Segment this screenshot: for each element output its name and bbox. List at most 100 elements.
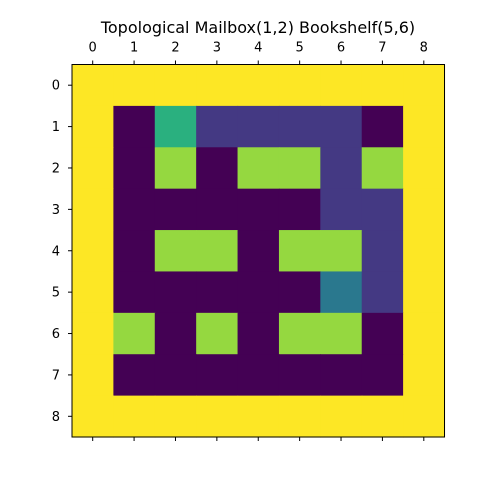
heatmap-cell-r7-c2: [154, 354, 197, 397]
heatmap-cell-r7-c5: [278, 354, 321, 397]
heatmap-cell-r7-c7: [361, 354, 404, 397]
heatmap-cell-r2-c3: [196, 147, 239, 190]
heatmap-cell-r0-c0: [72, 64, 114, 107]
heatmap-cell-r0-c4: [237, 64, 280, 107]
y-tick-label-3: 3: [52, 203, 60, 218]
x-tick-label-2: 2: [171, 41, 179, 56]
heatmap-cell-r5-c1: [113, 271, 156, 314]
heatmap-cell-r4-c1: [113, 230, 156, 273]
heatmap-cell-r3-c4: [237, 188, 280, 231]
heatmap-cell-r2-c7: [361, 147, 404, 190]
heatmap-cell-r4-c4: [237, 230, 280, 273]
x-tick-label-5: 5: [295, 41, 303, 56]
heatmap-cell-r5-c5: [278, 271, 321, 314]
x-tick-label-0: 0: [89, 41, 97, 56]
heatmap-cell-r3-c8: [403, 188, 446, 231]
heatmap-cell-r0-c8: [403, 64, 446, 107]
heatmap-cell-r5-c3: [196, 271, 239, 314]
heatmap-cell-r6-c0: [72, 312, 114, 355]
heatmap-cell-r8-c6: [320, 395, 363, 438]
heatmap-cell-r8-c2: [154, 395, 197, 438]
y-tick-label-5: 5: [52, 286, 60, 301]
heatmap-cell-r8-c1: [113, 395, 156, 438]
heatmap-cell-r7-c1: [113, 354, 156, 397]
heatmap-cell-r7-c3: [196, 354, 239, 397]
heatmap-cell-r3-c3: [196, 188, 239, 231]
heatmap-cell-r5-c4: [237, 271, 280, 314]
chart-title: Topological Mailbox(1,2) Bookshelf(5,6): [100, 18, 415, 37]
heatmap-cell-r2-c2: [154, 147, 197, 190]
heatmap-cell-r8-c5: [278, 395, 321, 438]
heatmap-cell-r0-c2: [154, 64, 197, 107]
heatmap-cell-r1-c5: [278, 105, 321, 148]
heatmap-cell-r0-c1: [113, 64, 156, 107]
heatmap-cell-r0-c7: [361, 64, 404, 107]
heatmap-cell-r5-c6: [320, 271, 363, 314]
heatmap-cell-r0-c3: [196, 64, 239, 107]
heatmap-cell-r6-c3: [196, 312, 239, 355]
y-tick-label-1: 1: [52, 120, 60, 135]
x-tick-label-4: 4: [254, 41, 262, 56]
heatmap-cell-r3-c1: [113, 188, 156, 231]
heatmap-cell-r1-c6: [320, 105, 363, 148]
x-tick-label-8: 8: [420, 41, 428, 56]
heatmap-cell-r5-c0: [72, 271, 114, 314]
heatmap-cell-r2-c4: [237, 147, 280, 190]
heatmap-cell-r1-c2: [154, 105, 197, 148]
heatmap-cell-r8-c0: [72, 395, 114, 438]
y-tick-label-8: 8: [52, 410, 60, 425]
heatmap-cell-r2-c8: [403, 147, 446, 190]
heatmap-cell-r6-c7: [361, 312, 404, 355]
heatmap-cell-r7-c6: [320, 354, 363, 397]
heatmap-cell-r4-c8: [403, 230, 446, 273]
heatmap-cell-r2-c5: [278, 147, 321, 190]
x-tick-label-1: 1: [130, 41, 138, 56]
y-tick-label-2: 2: [52, 161, 60, 176]
heatmap-cell-r8-c7: [361, 395, 404, 438]
heatmap-cell-r2-c0: [72, 147, 114, 190]
heatmap-cell-r2-c1: [113, 147, 156, 190]
heatmap-cell-r1-c1: [113, 105, 156, 148]
heatmap-cell-r7-c8: [403, 354, 446, 397]
heatmap-cell-r1-c0: [72, 105, 114, 148]
x-axis: 0 1 2 3 4 5 6 7 8: [89, 41, 428, 441]
y-tick-label-7: 7: [52, 368, 60, 383]
heatmap-cell-r8-c8: [403, 395, 446, 438]
heatmap-cell-r6-c1: [113, 312, 156, 355]
heatmap-cell-r3-c6: [320, 188, 363, 231]
heatmap-cell-r1-c7: [361, 105, 404, 148]
heatmap-cell-r3-c7: [361, 188, 404, 231]
y-axis: 0 1 2 3 4 5 6 7 8: [52, 79, 72, 425]
heatmap-cell-r1-c4: [237, 105, 280, 148]
heatmap-cell-r6-c2: [154, 312, 197, 355]
heatmap-cell-r3-c2: [154, 188, 197, 231]
heatmap-cell-r5-c2: [154, 271, 197, 314]
heatmap-cell-r5-c8: [403, 271, 446, 314]
heatmap-cell-r1-c8: [403, 105, 446, 148]
heatmap-cell-r4-c2: [154, 230, 197, 273]
heatmap-cell-r7-c4: [237, 354, 280, 397]
heatmap-cell-r2-c6: [320, 147, 363, 190]
heatmap-cell-r6-c5: [278, 312, 321, 355]
x-tick-label-3: 3: [213, 41, 221, 56]
heatmap-cell-r4-c5: [278, 230, 321, 273]
heatmap-cell-r4-c6: [320, 230, 363, 273]
x-tick-label-7: 7: [378, 41, 386, 56]
heatmap-cell-r3-c0: [72, 188, 114, 231]
heatmap-cell-r6-c4: [237, 312, 280, 355]
heatmap-cells: [72, 64, 446, 438]
heatmap-cell-r0-c5: [278, 64, 321, 107]
heatmap-cell-r7-c0: [72, 354, 114, 397]
heatmap-cell-r4-c7: [361, 230, 404, 273]
y-tick-label-0: 0: [52, 79, 60, 94]
heatmap-cell-r0-c6: [320, 64, 363, 107]
heatmap-cell-r8-c3: [196, 395, 239, 438]
heatmap-cell-r3-c5: [278, 188, 321, 231]
heatmap-cell-r6-c8: [403, 312, 446, 355]
x-tick-label-6: 6: [337, 41, 345, 56]
y-tick-label-4: 4: [52, 244, 60, 259]
heatmap-cell-r8-c4: [237, 395, 280, 438]
heatmap-cell-r1-c3: [196, 105, 239, 148]
heatmap-cell-r6-c6: [320, 312, 363, 355]
